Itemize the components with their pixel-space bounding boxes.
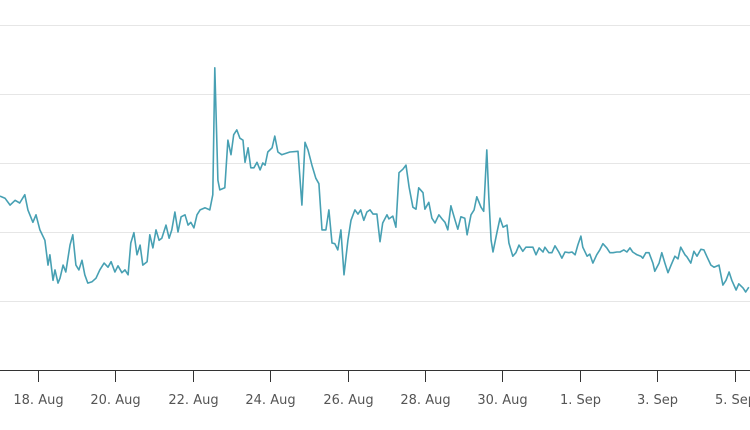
x-axis-ticks: 18. Aug 20. Aug 22. Aug 24. Aug 26. Aug 28. A…: [13, 370, 750, 408]
x-tick-label: 24. Aug: [245, 393, 295, 408]
x-tick-label: 22. Aug: [168, 393, 218, 408]
x-tick-label: 1. Sep: [560, 393, 601, 408]
x-tick-label: 3. Sep: [637, 393, 678, 408]
gridlines: [0, 25, 750, 302]
x-tick-label: 5. Sep: [715, 393, 750, 408]
plot-area: [0, 67, 750, 293]
x-tick-label: 28. Aug: [400, 393, 450, 408]
x-tick-label: 20. Aug: [90, 393, 140, 408]
x-tick-label: 26. Aug: [323, 393, 373, 408]
series-line: [0, 67, 750, 293]
x-tick-label: 18. Aug: [13, 393, 63, 408]
x-tick-label: 30. Aug: [477, 393, 527, 408]
